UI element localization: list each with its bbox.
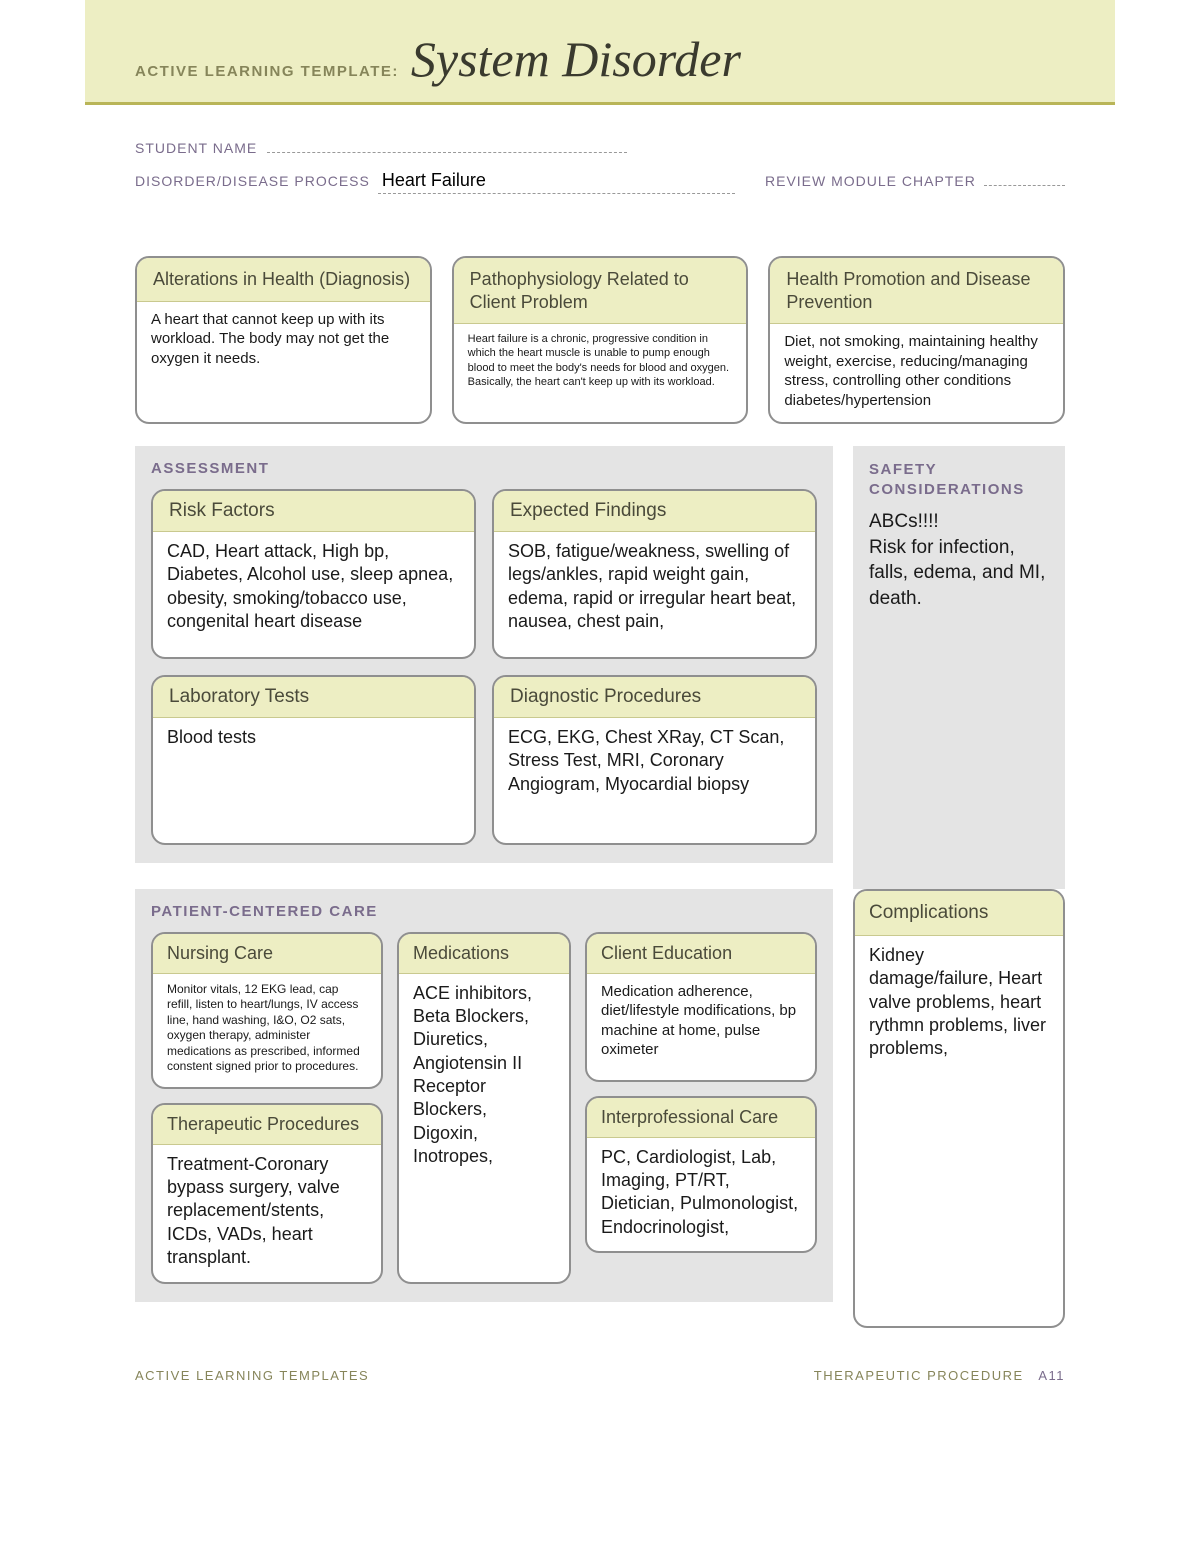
diagnostic-procedures-body: ECG, EKG, Chest XRay, CT Scan, Stress Te…	[494, 718, 815, 843]
risk-factors-card: Risk Factors CAD, Heart attack, High bp,…	[151, 489, 476, 659]
safety-body: ABCs!!!! Risk for infection, falls, edem…	[869, 509, 1049, 612]
template-label: ACTIVE LEARNING TEMPLATE:	[135, 63, 399, 80]
diagnostic-procedures-title: Diagnostic Procedures	[494, 677, 815, 718]
worksheet-page: ACTIVE LEARNING TEMPLATE: System Disorde…	[85, 0, 1115, 1443]
footer-page-number: A11	[1038, 1368, 1065, 1383]
patient-centered-care-section: PATIENT-CENTERED CARE Nursing Care Monit…	[135, 889, 833, 1302]
diagnostic-procedures-card: Diagnostic Procedures ECG, EKG, Chest XR…	[492, 675, 817, 845]
student-name-label: STUDENT NAME	[135, 140, 257, 156]
complications-title: Complications	[855, 891, 1063, 936]
laboratory-tests-card: Laboratory Tests Blood tests	[151, 675, 476, 845]
laboratory-tests-body: Blood tests	[153, 718, 474, 843]
chapter-label: REVIEW MODULE CHAPTER	[765, 173, 976, 189]
interprofessional-care-title: Interprofessional Care	[587, 1098, 815, 1138]
nursing-care-body: Monitor vitals, 12 EKG lead, cap refill,…	[153, 974, 381, 1088]
complications-card: Complications Kidney damage/failure, Hea…	[853, 889, 1065, 1328]
medications-card: Medications ACE inhibitors, Beta Blocker…	[397, 932, 571, 1284]
pathophysiology-title: Pathophysiology Related to Client Proble…	[454, 258, 747, 324]
alterations-title: Alterations in Health (Diagnosis)	[137, 258, 430, 302]
page-footer: ACTIVE LEARNING TEMPLATES THERAPEUTIC PR…	[85, 1328, 1115, 1403]
assessment-title: ASSESSMENT	[151, 460, 817, 477]
chapter-input[interactable]	[984, 168, 1065, 186]
therapeutic-procedures-title: Therapeutic Procedures	[153, 1105, 381, 1145]
client-education-card: Client Education Medication adherence, d…	[585, 932, 817, 1082]
laboratory-tests-title: Laboratory Tests	[153, 677, 474, 718]
medications-title: Medications	[399, 934, 569, 974]
pcc-title: PATIENT-CENTERED CARE	[151, 903, 817, 920]
safety-title: SAFETY CONSIDERATIONS	[869, 460, 1049, 499]
therapeutic-procedures-card: Therapeutic Procedures Treatment-Coronar…	[151, 1103, 383, 1283]
safety-section: SAFETY CONSIDERATIONS ABCs!!!! Risk for …	[853, 446, 1065, 889]
footer-right-label: THERAPEUTIC PROCEDURE	[814, 1368, 1024, 1383]
top-cards-row: Alterations in Health (Diagnosis) A hear…	[135, 256, 1065, 424]
health-promotion-card: Health Promotion and Disease Prevention …	[768, 256, 1065, 424]
health-promotion-body: Diet, not smoking, maintaining healthy w…	[770, 324, 1063, 422]
risk-factors-title: Risk Factors	[153, 491, 474, 532]
client-education-title: Client Education	[587, 934, 815, 974]
risk-factors-body: CAD, Heart attack, High bp, Diabetes, Al…	[153, 532, 474, 657]
student-name-input[interactable]	[267, 135, 627, 153]
therapeutic-procedures-body: Treatment-Coronary bypass surgery, valve…	[153, 1145, 381, 1282]
nursing-care-title: Nursing Care	[153, 934, 381, 974]
expected-findings-body: SOB, fatigue/weakness, swelling of legs/…	[494, 532, 815, 657]
footer-left: ACTIVE LEARNING TEMPLATES	[135, 1368, 369, 1383]
medications-body: ACE inhibitors, Beta Blockers, Diuretics…	[399, 974, 569, 1282]
expected-findings-title: Expected Findings	[494, 491, 815, 532]
disorder-input[interactable]: Heart Failure	[378, 170, 735, 194]
meta-fields: STUDENT NAME DISORDER/DISEASE PROCESS He…	[85, 105, 1115, 216]
interprofessional-care-card: Interprofessional Care PC, Cardiologist,…	[585, 1096, 817, 1253]
header-banner: ACTIVE LEARNING TEMPLATE: System Disorde…	[85, 0, 1115, 105]
pathophysiology-card: Pathophysiology Related to Client Proble…	[452, 256, 749, 424]
alterations-card: Alterations in Health (Diagnosis) A hear…	[135, 256, 432, 424]
complications-body: Kidney damage/failure, Heart valve probl…	[855, 936, 1063, 1326]
disorder-label: DISORDER/DISEASE PROCESS	[135, 173, 370, 189]
health-promotion-title: Health Promotion and Disease Prevention	[770, 258, 1063, 324]
template-title: System Disorder	[411, 30, 741, 88]
expected-findings-card: Expected Findings SOB, fatigue/weakness,…	[492, 489, 817, 659]
alterations-body: A heart that cannot keep up with its wor…	[137, 302, 430, 423]
interprofessional-care-body: PC, Cardiologist, Lab, Imaging, PT/RT, D…	[587, 1138, 815, 1252]
nursing-care-card: Nursing Care Monitor vitals, 12 EKG lead…	[151, 932, 383, 1089]
client-education-body: Medication adherence, diet/lifestyle mod…	[587, 974, 815, 1081]
pathophysiology-body: Heart failure is a chronic, progressive …	[454, 324, 747, 422]
assessment-section: ASSESSMENT Risk Factors CAD, Heart attac…	[135, 446, 833, 863]
